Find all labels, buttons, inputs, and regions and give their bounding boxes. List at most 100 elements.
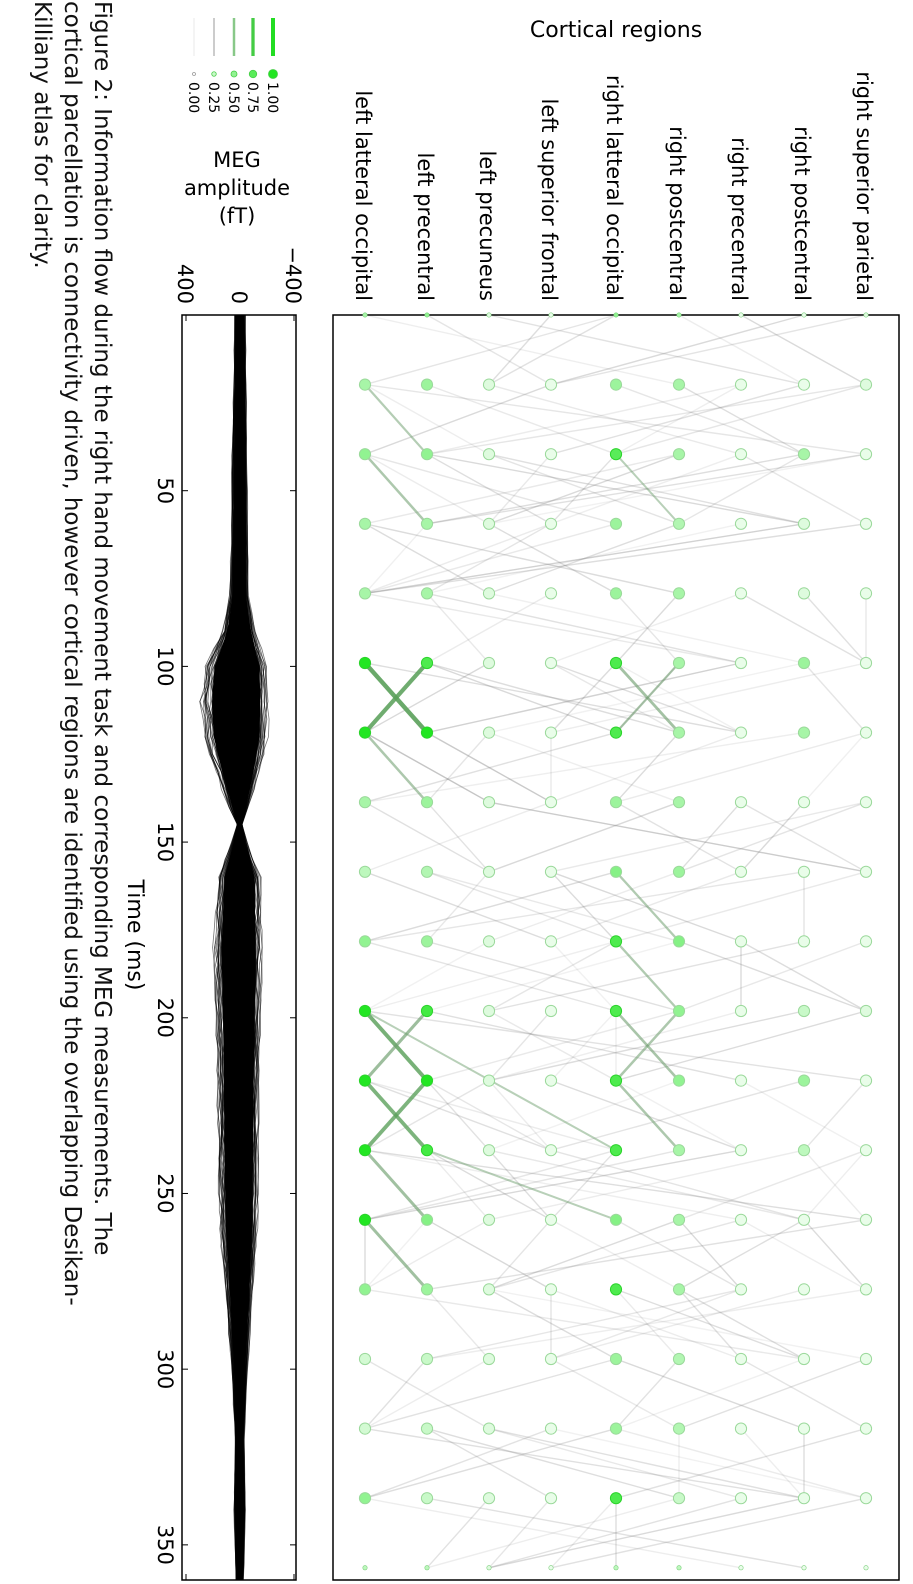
region-node: [734, 1283, 748, 1296]
meg-y-tick-label: −400: [281, 246, 305, 304]
weak-link: [364, 1149, 742, 1221]
weak-link: [550, 662, 680, 734]
region-node: [672, 726, 686, 739]
weak-link: [550, 1497, 867, 1569]
frame-tick-node: [424, 312, 430, 318]
weak-link: [488, 453, 680, 525]
weak-link: [488, 1080, 552, 1151]
region-node: [859, 935, 873, 948]
weak-link: [550, 1219, 680, 1291]
weak-link: [488, 1497, 552, 1569]
region-node: [609, 1492, 623, 1505]
weak-link: [488, 731, 680, 803]
region-node: [859, 865, 873, 878]
region-node: [482, 1213, 496, 1226]
weak-link: [488, 453, 805, 525]
weak-link: [364, 940, 490, 1012]
legend-label: 0.00: [185, 82, 201, 113]
weak-link: [550, 1149, 805, 1221]
weak-link: [426, 940, 680, 1012]
weak-link: [550, 314, 805, 386]
weak-link: [426, 314, 552, 386]
weak-link: [488, 383, 742, 455]
region-node: [672, 448, 686, 461]
legend-title-line-1: MEG: [213, 148, 261, 172]
weak-link: [740, 1358, 867, 1430]
weak-link: [426, 592, 490, 664]
weak-link: [488, 1427, 742, 1499]
weak-link: [426, 1219, 867, 1291]
meg-sensor-trace: [240, 315, 260, 1581]
region-node: [544, 1213, 558, 1226]
region-node: [482, 1352, 496, 1366]
legend-node: [192, 72, 196, 76]
weak-link: [803, 1080, 867, 1151]
region-node: [544, 378, 558, 391]
weak-link: [488, 1149, 552, 1221]
region-node: [797, 656, 811, 670]
frame-tick-node: [424, 1565, 430, 1571]
region-node: [358, 448, 372, 461]
region-node: [482, 1422, 496, 1435]
strong-link: [426, 1149, 617, 1221]
weak-link: [488, 1010, 742, 1082]
region-node: [797, 448, 811, 461]
meg-x-tick-label: 200: [153, 998, 177, 1038]
region-node: [358, 1213, 372, 1226]
weak-link: [364, 1219, 490, 1291]
region-node: [797, 865, 811, 878]
region-node: [672, 935, 686, 948]
weak-link: [615, 383, 867, 455]
frame-tick-node: [548, 1565, 554, 1571]
weak-link: [488, 314, 617, 386]
weak-link: [426, 662, 742, 734]
weak-link: [426, 523, 742, 595]
weak-link: [550, 383, 805, 455]
weak-link: [678, 801, 742, 873]
region-node: [544, 1352, 558, 1366]
region-node: [609, 935, 623, 948]
region-node: [358, 1492, 372, 1505]
region-node: [482, 448, 496, 461]
weak-link: [740, 1219, 867, 1291]
region-node: [482, 796, 496, 809]
region-node: [482, 726, 496, 739]
weak-link: [426, 731, 552, 803]
weak-link: [364, 1427, 805, 1499]
strong-link: [364, 383, 428, 455]
weak-link: [740, 801, 867, 873]
weak-link: [364, 453, 490, 525]
weak-link: [364, 1079, 617, 1151]
weak-link: [364, 523, 490, 595]
region-node: [358, 656, 372, 670]
legend: 1.000.750.500.250.00 MEG amplitude (fT): [184, 18, 290, 228]
region-node: [734, 1422, 748, 1435]
weak-link: [426, 662, 742, 734]
region-node: [482, 1283, 496, 1296]
weak-link: [364, 383, 867, 455]
meg-y-ticks: −400 0 400: [173, 246, 305, 1580]
region-node: [420, 1074, 434, 1087]
weak-link: [740, 314, 867, 386]
weak-link: [364, 1288, 805, 1360]
weak-link: [615, 1288, 805, 1360]
weak-link: [678, 801, 867, 873]
legend-title: MEG amplitude (fT): [184, 148, 290, 228]
meg-panel: −400 0 400 50 100 150 200 250 300 350 Time (ms): [122, 246, 305, 1581]
region-node: [797, 935, 811, 948]
region-node: [358, 796, 372, 809]
region-node: [544, 656, 558, 670]
region-node: [482, 587, 496, 600]
weak-link: [615, 1427, 867, 1499]
region-node: [358, 1004, 372, 1018]
region-node: [358, 1352, 372, 1366]
weak-link: [488, 523, 680, 595]
weak-link: [426, 1010, 680, 1082]
region-node: [859, 1004, 873, 1018]
region-node: [672, 1352, 686, 1366]
meg-x-tick-label: 50: [153, 477, 177, 504]
region-label: right precentral: [727, 137, 751, 301]
weak-link: [364, 1149, 742, 1221]
region-node: [420, 935, 434, 948]
weak-link: [550, 1079, 805, 1151]
